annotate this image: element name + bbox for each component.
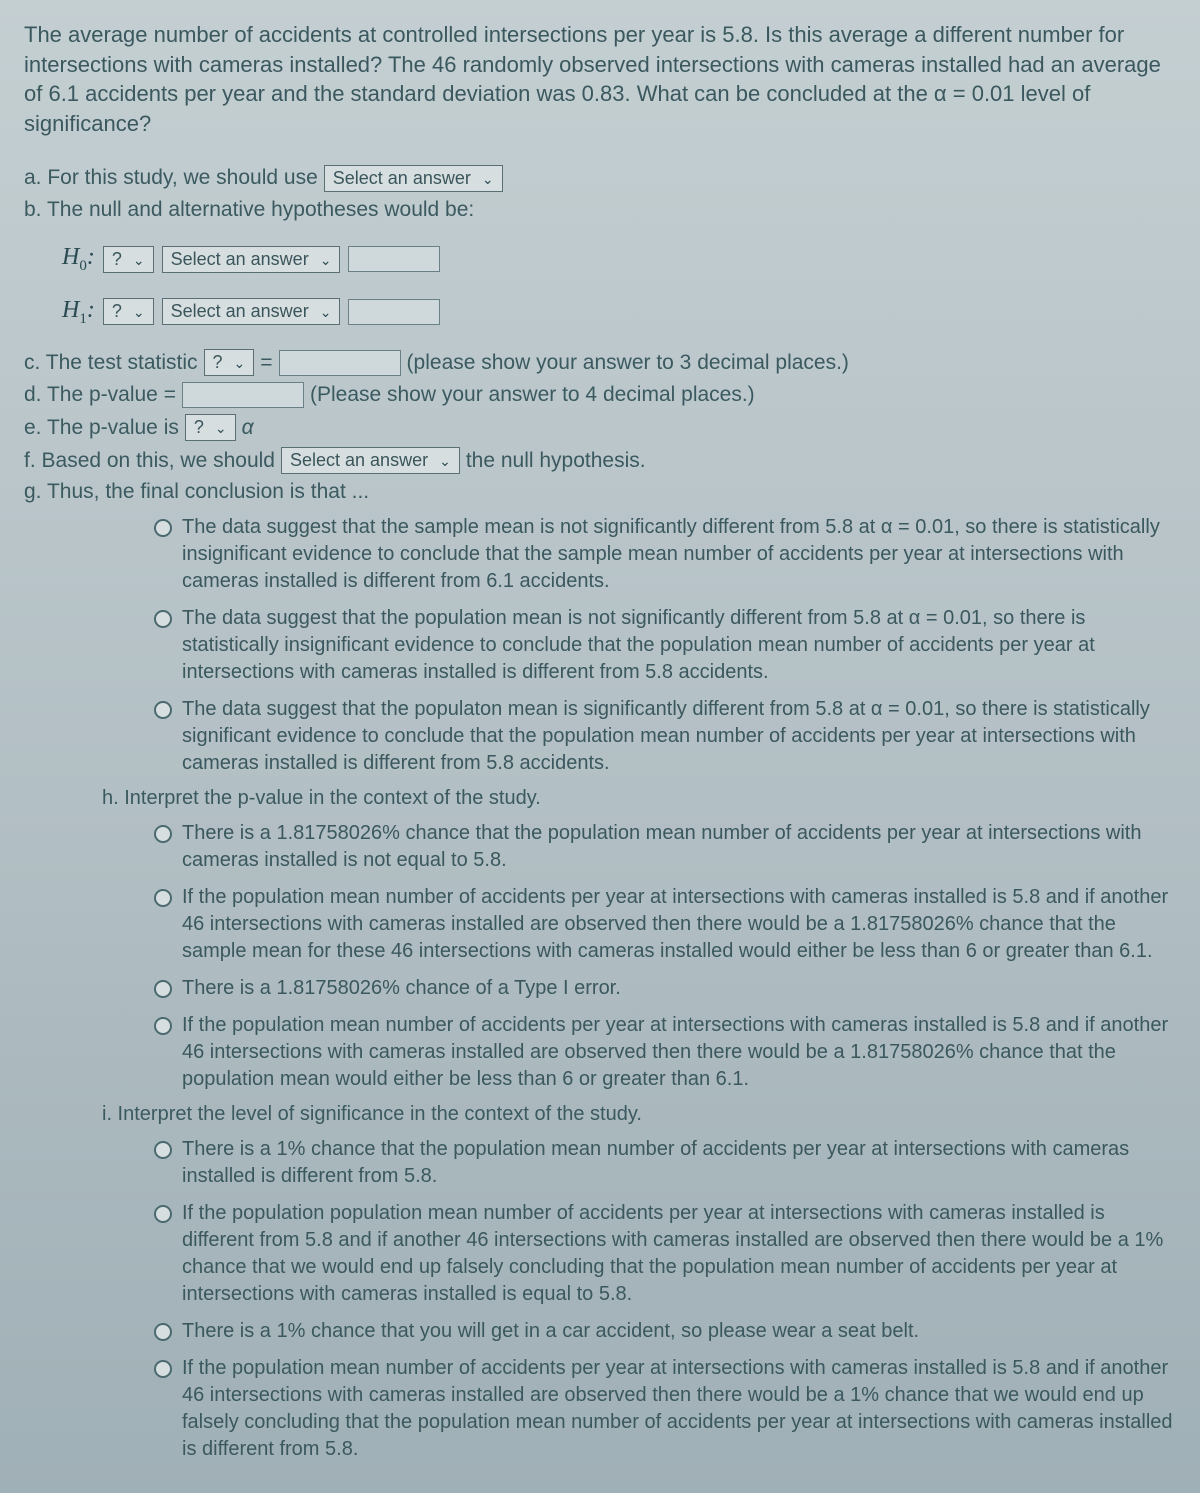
part-h-option[interactable]: There is a 1.81758026% chance that the p… <box>154 820 1176 874</box>
part-f-label1: f. Based on this, we should <box>24 449 275 473</box>
part-g-label: g. Thus, the final conclusion is that ..… <box>24 480 1176 504</box>
part-c-note: (please show your answer to 3 decimal pl… <box>407 351 849 375</box>
equals-sign: = <box>260 351 272 375</box>
part-g-option[interactable]: The data suggest that the populaton mean… <box>154 696 1176 777</box>
chevron-down-icon: ⌄ <box>320 252 332 268</box>
h1-symbol: H1: <box>62 297 95 328</box>
part-c-label: c. The test statistic <box>24 351 198 375</box>
radio-icon <box>154 1141 172 1159</box>
chevron-down-icon: ⌄ <box>482 171 494 187</box>
part-d-value-input[interactable] <box>182 382 304 408</box>
radio-icon <box>154 1360 172 1378</box>
part-i-option[interactable]: There is a 1% chance that you will get i… <box>154 1318 1176 1345</box>
question-page: The average number of accidents at contr… <box>0 0 1200 1493</box>
part-d: d. The p-value = (Please show your answe… <box>24 382 1176 408</box>
part-a: a. For this study, we should use Select … <box>24 165 1176 192</box>
part-e-select[interactable]: ? ⌄ <box>185 414 236 441</box>
part-i-label: i. Interpret the level of significance i… <box>102 1103 1176 1126</box>
h0-row: H0: ? ⌄ Select an answer ⌄ <box>62 244 1176 275</box>
part-d-note: (Please show your answer to 4 decimal pl… <box>310 383 755 407</box>
radio-icon <box>154 519 172 537</box>
radio-icon <box>154 825 172 843</box>
part-h-option[interactable]: If the population mean number of acciden… <box>154 884 1176 965</box>
part-c: c. The test statistic ? ⌄ = (please show… <box>24 349 1176 376</box>
part-e-label: e. The p-value is <box>24 416 179 440</box>
part-h-label: h. Interpret the p-value in the context … <box>102 787 1176 810</box>
option-text: The data suggest that the sample mean is… <box>182 514 1176 595</box>
option-text: If the population mean number of acciden… <box>182 1012 1176 1093</box>
part-d-label: d. The p-value = <box>24 383 176 407</box>
radio-icon <box>154 889 172 907</box>
option-text: There is a 1% chance that you will get i… <box>182 1318 1176 1345</box>
h0-symbol: H0: <box>62 244 95 275</box>
chevron-down-icon: ⌄ <box>234 355 246 371</box>
option-text: There is a 1% chance that the population… <box>182 1136 1176 1190</box>
question-intro: The average number of accidents at contr… <box>24 20 1176 139</box>
option-text: If the population mean number of acciden… <box>182 1355 1176 1463</box>
h0-value-input[interactable] <box>348 246 440 272</box>
part-g-option[interactable]: The data suggest that the sample mean is… <box>154 514 1176 595</box>
part-h-option[interactable]: If the population mean number of acciden… <box>154 1012 1176 1093</box>
part-e: e. The p-value is ? ⌄ α <box>24 414 1176 441</box>
chevron-down-icon: ⌄ <box>133 252 145 268</box>
part-g-options: The data suggest that the sample mean is… <box>24 514 1176 777</box>
radio-icon <box>154 610 172 628</box>
option-text: If the population mean number of acciden… <box>182 884 1176 965</box>
part-h-option[interactable]: There is a 1.81758026% chance of a Type … <box>154 975 1176 1002</box>
h1-param-select[interactable]: ? ⌄ <box>103 298 154 325</box>
radio-icon <box>154 1323 172 1341</box>
part-i-option[interactable]: There is a 1% chance that the population… <box>154 1136 1176 1190</box>
h0-param-select[interactable]: ? ⌄ <box>103 246 154 273</box>
part-c-value-input[interactable] <box>279 350 401 376</box>
chevron-down-icon: ⌄ <box>215 420 227 436</box>
part-b-label: b. The null and alternative hypotheses w… <box>24 198 1176 222</box>
h1-relation-select[interactable]: Select an answer ⌄ <box>162 298 341 325</box>
h1-value-input[interactable] <box>348 299 440 325</box>
part-c-stat-select[interactable]: ? ⌄ <box>204 349 255 376</box>
part-f: f. Based on this, we should Select an an… <box>24 447 1176 474</box>
chevron-down-icon: ⌄ <box>133 304 145 320</box>
part-i-option[interactable]: If the population population mean number… <box>154 1200 1176 1308</box>
radio-icon <box>154 701 172 719</box>
h0-relation-select[interactable]: Select an answer ⌄ <box>162 246 341 273</box>
radio-icon <box>154 1017 172 1035</box>
part-g-option[interactable]: The data suggest that the population mea… <box>154 605 1176 686</box>
part-f-select[interactable]: Select an answer ⌄ <box>281 447 460 474</box>
alpha-symbol: α <box>242 416 254 440</box>
chevron-down-icon: ⌄ <box>320 304 332 320</box>
part-a-select-text: Select an answer <box>333 168 471 188</box>
part-i-option[interactable]: If the population mean number of acciden… <box>154 1355 1176 1463</box>
option-text: There is a 1.81758026% chance that the p… <box>182 820 1176 874</box>
h1-row: H1: ? ⌄ Select an answer ⌄ <box>62 297 1176 328</box>
radio-icon <box>154 1205 172 1223</box>
radio-icon <box>154 980 172 998</box>
option-text: If the population population mean number… <box>182 1200 1176 1308</box>
chevron-down-icon: ⌄ <box>439 453 451 469</box>
option-text: The data suggest that the population mea… <box>182 605 1176 686</box>
part-a-label: a. For this study, we should use <box>24 166 318 190</box>
part-h-options: There is a 1.81758026% chance that the p… <box>24 820 1176 1093</box>
option-text: The data suggest that the populaton mean… <box>182 696 1176 777</box>
part-f-label2: the null hypothesis. <box>466 449 646 473</box>
part-i-options: There is a 1% chance that the population… <box>24 1136 1176 1463</box>
option-text: There is a 1.81758026% chance of a Type … <box>182 975 1176 1002</box>
part-a-select[interactable]: Select an answer ⌄ <box>324 165 503 192</box>
